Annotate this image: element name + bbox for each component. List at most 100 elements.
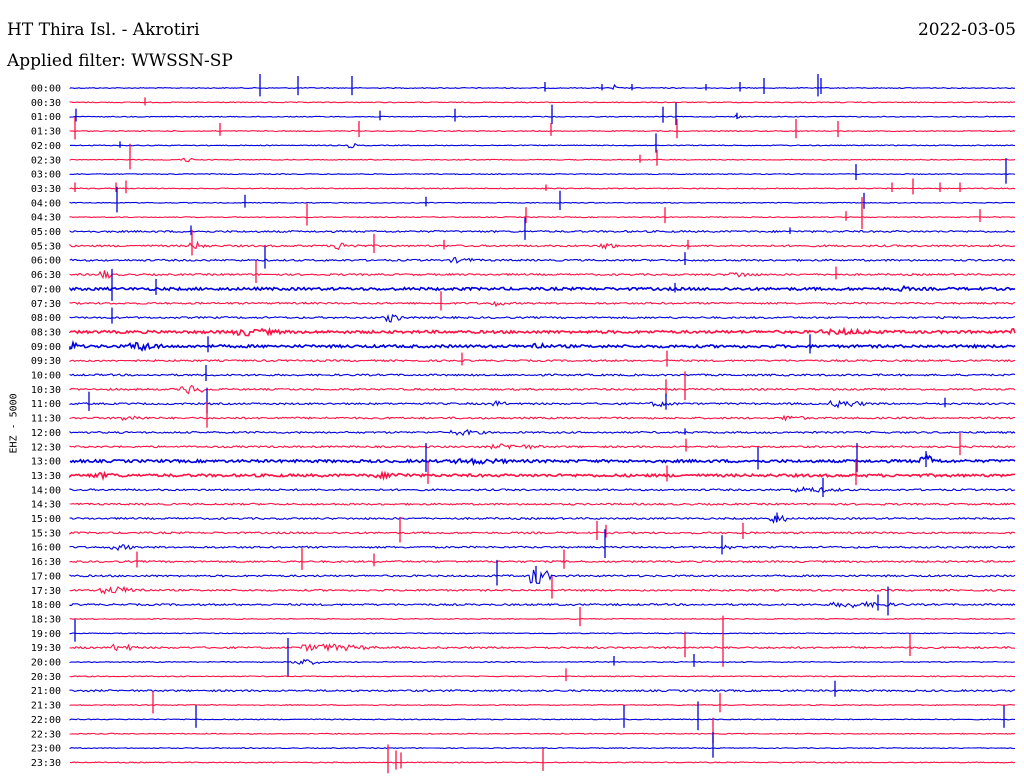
row-time-label: 01:00 <box>31 112 61 123</box>
row-time-label: 17:30 <box>31 586 61 597</box>
trace-row <box>69 470 1016 481</box>
row-time-label: 00:00 <box>31 84 61 95</box>
row-time-label: 04:30 <box>31 213 61 224</box>
trace-row <box>69 747 1016 750</box>
row-time-label: 21:00 <box>31 686 61 697</box>
row-time-label: 13:30 <box>31 471 61 482</box>
row-time-label: 05:30 <box>31 241 61 252</box>
trace-row <box>69 270 1016 280</box>
trace-row <box>69 240 1016 251</box>
row-time-label: 08:00 <box>31 313 61 324</box>
trace-row <box>69 142 1015 149</box>
row-time-label: 15:00 <box>31 514 61 525</box>
trace-row <box>69 600 1016 609</box>
row-time-label: 22:00 <box>31 715 61 726</box>
row-time-label: 07:00 <box>31 284 61 295</box>
trace-row <box>69 114 1015 119</box>
row-time-label: 14:30 <box>31 500 61 511</box>
trace-row <box>69 559 1016 564</box>
trace-row <box>69 443 1016 450</box>
trace-row <box>69 514 1016 525</box>
filter-label: Applied filter: WWSSN-SP <box>7 51 233 71</box>
row-time-label: 06:30 <box>31 270 61 281</box>
trace-row <box>69 83 1016 90</box>
trace-row <box>69 173 1016 176</box>
trace-row <box>69 658 1016 665</box>
trace-row <box>69 300 1016 308</box>
row-time-label: 03:00 <box>31 170 61 181</box>
row-time-label: 09:00 <box>31 342 61 353</box>
row-time-label: 15:30 <box>31 528 61 539</box>
row-time-label: 02:00 <box>31 141 61 152</box>
trace-row <box>69 585 1016 595</box>
row-time-label: 19:30 <box>31 643 61 654</box>
trace-row <box>69 216 1016 219</box>
row-time-label: 07:30 <box>31 299 61 310</box>
row-time-label: 11:30 <box>31 414 61 425</box>
row-time-label: 14:00 <box>31 485 61 496</box>
trace-row <box>69 689 1016 693</box>
trace-row <box>69 201 1015 204</box>
row-time-label: 12:00 <box>31 428 61 439</box>
row-time-label: 08:30 <box>31 327 61 338</box>
row-time-label: 10:30 <box>31 385 61 396</box>
trace-row <box>69 718 1016 721</box>
trace-row <box>69 703 1016 707</box>
trace-row <box>69 617 1016 621</box>
row-time-label: 22:30 <box>31 729 61 740</box>
row-time-label: 04:00 <box>31 198 61 209</box>
row-time-label: 05:00 <box>31 227 61 238</box>
y-axis-label: EHZ - 5000 <box>8 393 20 454</box>
trace-row <box>69 544 1016 552</box>
row-time-label: 12:30 <box>31 442 61 453</box>
record-date: 2022-03-05 <box>917 20 1016 40</box>
row-time-label: 03:30 <box>31 184 61 195</box>
row-time-label: 17:00 <box>31 571 61 582</box>
trace-row <box>69 359 1016 363</box>
trace-row <box>69 453 1016 467</box>
trace-row <box>69 732 1016 735</box>
trace-row <box>69 675 1016 678</box>
trace-row <box>69 339 1016 352</box>
trace-row <box>69 326 1016 337</box>
row-time-label: 10:00 <box>31 371 61 382</box>
row-time-label: 16:00 <box>31 543 61 554</box>
row-time-label: 19:00 <box>31 629 61 640</box>
trace-row <box>69 429 1016 437</box>
row-time-label: 09:30 <box>31 356 61 367</box>
trace-row <box>69 284 1016 292</box>
trace-row <box>69 229 1016 234</box>
row-time-label: 16:30 <box>31 557 61 568</box>
trace-row <box>69 643 1016 653</box>
trace-row <box>69 502 1016 506</box>
row-time-label: 20:30 <box>31 672 61 683</box>
row-time-label: 21:30 <box>31 701 61 712</box>
trace-row <box>69 569 1016 584</box>
trace-row <box>69 632 1016 635</box>
trace-row <box>69 384 1016 395</box>
row-time-label: 02:30 <box>31 155 61 166</box>
trace-row <box>69 373 1016 377</box>
station-title: HT Thira Isl. - Akrotiri <box>7 20 200 40</box>
row-time-label: 13:00 <box>31 457 61 468</box>
trace-row <box>69 414 1015 422</box>
row-time-label: 20:00 <box>31 658 61 669</box>
trace-row <box>69 531 1016 535</box>
row-time-label: 00:30 <box>31 98 61 109</box>
row-time-label: 23:00 <box>31 744 61 755</box>
row-time-label: 23:30 <box>31 758 61 769</box>
trace-row <box>69 399 1016 409</box>
trace-row <box>69 486 1016 494</box>
trace-row <box>69 256 1016 264</box>
trace-row <box>69 187 1016 190</box>
trace-row <box>69 313 1016 323</box>
trace-row <box>69 157 1016 163</box>
row-time-label: 11:00 <box>31 399 61 410</box>
row-time-label: 06:00 <box>31 256 61 267</box>
row-time-label: 18:00 <box>31 600 61 611</box>
trace-row <box>69 101 1016 104</box>
row-time-label: 01:30 <box>31 127 61 138</box>
row-time-label: 18:30 <box>31 614 61 625</box>
trace-row <box>69 129 1016 133</box>
